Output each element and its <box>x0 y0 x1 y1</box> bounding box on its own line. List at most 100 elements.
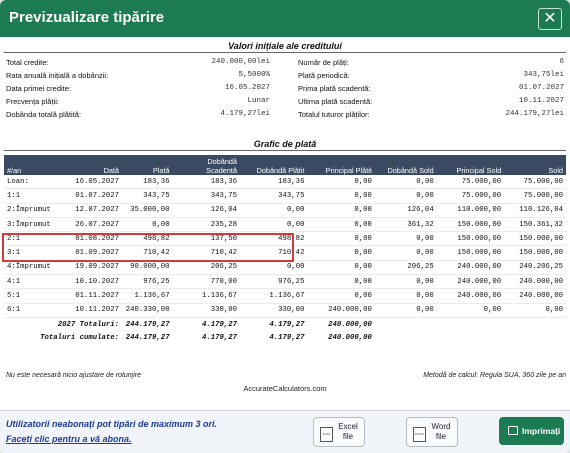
summary-value: 6 <box>559 58 564 66</box>
table-cell: 150.000,00 <box>436 217 505 233</box>
close-icon: ✕ <box>543 10 557 27</box>
divider <box>4 150 566 151</box>
bottom-bar <box>0 410 570 453</box>
schedule-header-row: #/an Dată Plată Dobândă Scadentă Dobândă Plă… <box>4 155 566 175</box>
table-cell: 240.000,00 <box>436 274 505 290</box>
table-cell: 0,00 <box>307 260 375 276</box>
word-file-button[interactable]: DOCX Word file <box>406 417 458 447</box>
table-cell: 0,00 <box>374 303 437 318</box>
table-cell: 2:1 <box>4 231 61 247</box>
table-cell: 240.000,00 <box>436 288 505 304</box>
summary-label: Rata anuală inițială a dobânzii: <box>6 71 109 80</box>
table-cell: Loan: <box>4 175 61 190</box>
word-label: Word <box>431 422 451 431</box>
calc-method-note: Metodă de calcul: Regula SUA, 360 zile p… <box>423 372 566 379</box>
summary-label: Ultima plată scadentă: <box>298 97 373 106</box>
table-cell: 240.000,00 <box>307 303 375 318</box>
summary-label: Frecvența plății: <box>6 97 59 106</box>
summary-label: Data primei credite: <box>6 84 72 93</box>
table-cell: 0,00 <box>374 188 437 204</box>
brand-name: AccurateCalculators.com <box>243 384 327 393</box>
divider <box>4 52 566 53</box>
table-cell: 0,00 <box>307 203 375 218</box>
table-cell: 0,00 <box>374 231 437 247</box>
table-cell: 0,00 <box>307 175 375 190</box>
table-cell: 343,75 <box>122 188 173 204</box>
table-cell: 976,25 <box>122 274 173 290</box>
table-cell: 240.206,25 <box>504 260 566 276</box>
table-row: 4:1 10.10.2027 976,25 770,00 976,25 0,00 0,00 2… <box>4 274 566 290</box>
table-cell: 0,00 <box>122 217 173 233</box>
table-cell: 12.07.2027 <box>60 203 122 218</box>
rounding-note: Nu este necesară nicio ajustare de rotun… <box>6 372 142 379</box>
table-cell: 137,50 <box>172 231 241 247</box>
table-cell: 5:1 <box>4 288 61 304</box>
summary-label: Totalul tuturor plăților: <box>298 110 370 119</box>
total-cell: 244.179,27 <box>125 320 170 329</box>
summary-value: 5,5000% <box>238 71 270 79</box>
promo-text: Utilizatorii neabonați pot tipări de max… <box>6 419 218 429</box>
table-cell: 126,04 <box>374 203 437 218</box>
table-row: 2:1 01.08.2027 498,82 137,50 498,82 0,00 0,00 1… <box>4 231 566 247</box>
excel-file-button[interactable]: XLSX Excel file <box>313 417 365 447</box>
dialog-title: Previzualizare tipărire <box>9 9 165 26</box>
table-cell: 235,28 <box>172 217 241 233</box>
empty-cell <box>437 331 504 344</box>
excel-label-2: file <box>342 432 354 441</box>
summary-value: 16.05.2027 <box>224 84 270 92</box>
highlight-box <box>2 233 294 262</box>
total-cell: 244.179,27 <box>125 333 170 342</box>
table-cell: 710,42 <box>240 245 308 261</box>
table-cell: 206,25 <box>374 260 437 276</box>
total-cell: 4.179,27 <box>201 320 238 329</box>
initial-values-heading: Valori inițiale ale creditului <box>228 41 342 51</box>
empty-cell <box>375 317 437 331</box>
table-cell: 2:Împrumut <box>4 203 61 218</box>
table-row: 3:1 01.09.2027 710,42 710,42 710,42 0,00 0,00 1… <box>4 245 566 261</box>
total-cell: 240.000,00 <box>328 333 372 342</box>
table-cell: 0,00 <box>307 245 375 261</box>
table-cell: 0,00 <box>307 288 375 304</box>
table-cell: 10.11.2027 <box>60 303 122 318</box>
table-cell: 183,36 <box>172 175 241 190</box>
table-cell: 0,00 <box>374 245 437 261</box>
table-row: 2:Împrumut 12.07.2027 35.000,00 126,04 0,00 0… <box>4 203 566 218</box>
table-cell: 0,00 <box>307 188 375 204</box>
excel-file-icon: XLSX <box>320 427 333 442</box>
empty-cell <box>504 317 566 331</box>
summary-label: Număr de plăți: <box>298 58 349 67</box>
table-cell: 19.09.2027 <box>60 260 122 276</box>
table-cell: 498,82 <box>122 231 173 247</box>
table-cell: 0,00 <box>307 274 375 290</box>
table-cell: 330,00 <box>172 303 241 318</box>
column-header: Dată <box>60 155 122 175</box>
table-cell: 75.000,00 <box>504 188 566 204</box>
summary-value: 244.179,27lei <box>505 110 564 118</box>
dialog-titlebar: Previzualizare tipărire ✕ <box>0 0 570 37</box>
table-cell: 75.000,00 <box>504 175 566 190</box>
column-header: Dobândă Plătit <box>240 155 308 175</box>
table-cell: 4:1 <box>4 274 61 290</box>
table-cell: 150.000,00 <box>504 245 566 261</box>
print-button[interactable]: Imprimați <box>499 417 564 445</box>
table-cell: 1.136,67 <box>122 288 173 304</box>
table-cell: 10.10.2027 <box>60 274 122 290</box>
table-row: 4:Împrumut 19.09.2027 90.000,00 206,25 0,00 0… <box>4 260 566 276</box>
total-cell: Totaluri cumulate: <box>40 333 119 342</box>
summary-value: 343,75lei <box>523 71 564 79</box>
table-cell: 0,00 <box>240 260 308 276</box>
table-cell: 90.000,00 <box>122 260 173 276</box>
subscribe-link[interactable]: Faceți clic pentru a vă abona. <box>6 434 132 444</box>
table-cell: 240.000,00 <box>436 260 505 276</box>
total-cell: 4.179,27 <box>269 320 305 329</box>
table-cell: 0,00 <box>374 175 437 190</box>
close-button[interactable]: ✕ <box>538 8 562 30</box>
table-cell: 01.11.2027 <box>60 288 122 304</box>
table-cell: 710,42 <box>122 245 173 261</box>
table-row: 1:1 01.07.2027 343,75 343,75 343,75 0,00 0,00 7… <box>4 188 566 204</box>
table-cell: 110.126,04 <box>504 203 566 218</box>
table-cell: 4:Împrumut <box>4 260 61 276</box>
table-cell: 1.136,67 <box>240 288 308 304</box>
column-header: #/an <box>4 155 61 175</box>
